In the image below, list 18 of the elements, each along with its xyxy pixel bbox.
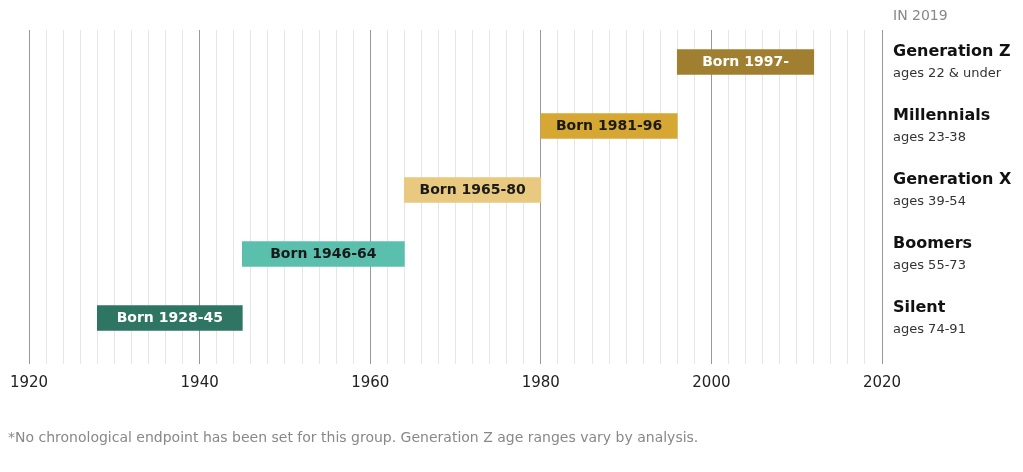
data-label: Born 1965-80 bbox=[419, 180, 526, 197]
data-label: Born 1928-45 bbox=[116, 308, 223, 325]
data-label: Born 1981-96 bbox=[555, 116, 663, 133]
text: *No chronological endpoint has been set for this group. Generation Z age ranges vary by analysis. bbox=[8, 428, 699, 445]
y-tick-label: Generation X ages 39-54 bbox=[893, 169, 1012, 209]
y-tick-label: Silent ages 74-91 bbox=[893, 297, 966, 337]
y-tick-label: Millennials ages 23-38 bbox=[893, 105, 991, 145]
data-label: Born 1997- bbox=[702, 52, 790, 69]
text: IN 2019 bbox=[893, 6, 948, 23]
x-tick-label: 1940 bbox=[180, 372, 219, 391]
data-label: Born 1946-64 bbox=[270, 244, 377, 261]
x-tick-label: 1960 bbox=[351, 372, 390, 391]
x-tick-label: 2000 bbox=[692, 372, 731, 391]
y-tick-label: Boomers ages 55-73 bbox=[893, 233, 973, 273]
x-tick-label: 1980 bbox=[521, 372, 560, 391]
x-tick-label: 2020 bbox=[862, 372, 902, 391]
x-tick-label: 1920 bbox=[9, 372, 49, 391]
y-tick-label: Generation Z ages 22 & under bbox=[893, 41, 1011, 81]
